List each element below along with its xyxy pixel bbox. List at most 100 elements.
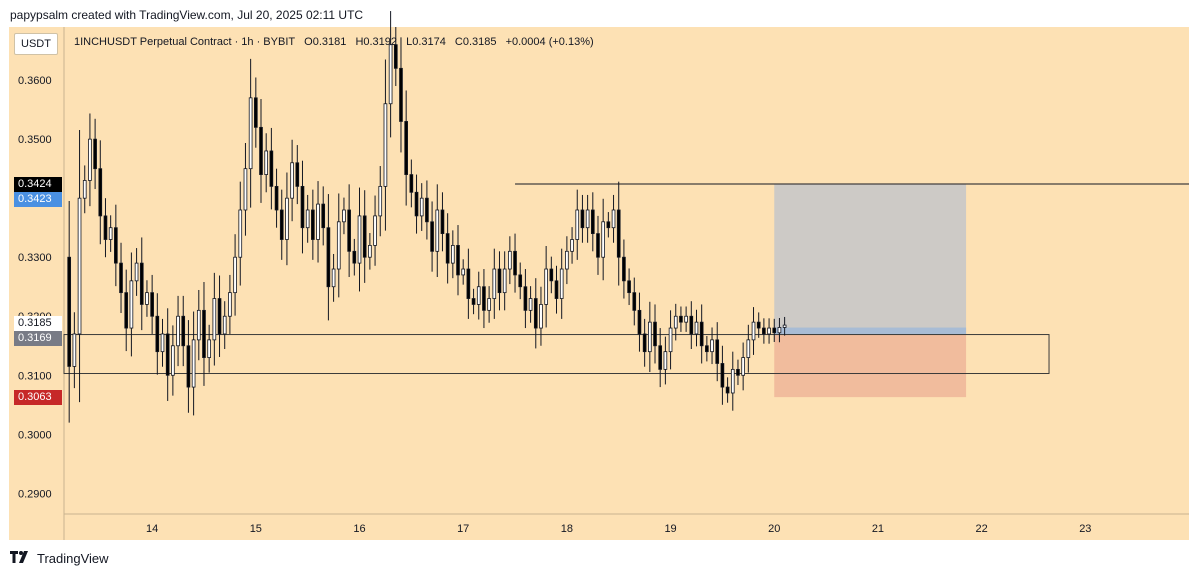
open-value: O0.3181 [304,36,347,48]
candle-down [326,227,331,288]
y-tick-label: 0.3500 [18,134,52,146]
y-tick-label: 0.3000 [18,429,52,441]
candle-up [559,268,564,299]
candle-up [492,268,497,299]
candle-up [668,327,673,353]
candle-down [756,321,761,329]
candle-up [207,339,211,358]
candle-up [357,215,362,264]
candle-down [580,209,585,229]
candle-up [248,97,253,170]
candle-down [440,209,445,235]
candle-down [139,262,144,305]
candle-up [129,280,134,329]
candle-up [710,339,714,353]
candle-up [290,162,294,199]
candle-down [119,262,123,294]
candle-up [373,215,377,246]
candle-down [482,286,486,311]
candle-up [585,209,590,229]
candle-down [606,221,611,229]
candle-down [274,185,279,211]
candle-down [150,292,154,317]
candle-down [253,97,258,128]
candle-down [259,126,263,175]
candle-up [663,351,668,370]
candle-down [627,280,631,294]
candle-down [699,321,704,347]
candle-down [352,250,357,264]
candle-down [155,315,160,353]
y-tick-label: 0.3300 [18,252,52,264]
candle-down [269,150,274,187]
candle-down [554,280,559,299]
x-tick-label: 22 [976,523,988,535]
candle-up [730,368,735,394]
chart-attribution: papypsalm created with TradingView.com, … [10,8,364,22]
candle-up [673,315,678,329]
candle-up [222,315,227,335]
candle-up [508,250,512,270]
low-value: L0.3174 [406,36,446,48]
candle-down [720,363,725,388]
candle-up [419,197,424,217]
price-tag: 0.3063 [14,390,62,406]
candle-up [450,245,455,264]
candle-up [601,221,605,258]
y-tick-label: 0.2900 [18,488,52,500]
candle-up [134,262,139,282]
tradingview-footer[interactable]: TradingView [10,550,109,566]
candle-up [88,138,92,181]
candle-down [632,292,637,311]
candle-up [191,339,196,388]
price-tag: 0.3185 [14,316,62,332]
candle-down [300,185,305,229]
candle-up [694,321,699,335]
candle-down [295,162,300,187]
symbol-title: 1INCHUSDT Perpetual Contract · 1h · BYBI… [74,36,296,48]
candle-up [233,256,237,294]
candle-up [539,304,543,329]
chart-area[interactable] [9,27,1189,540]
tradingview-logo-icon [10,550,32,566]
candle-down [186,345,191,388]
candle-up [383,103,388,187]
candle-down [616,209,621,258]
candle-up [82,180,87,199]
candle-down [642,333,647,353]
price-tag: 0.3423 [14,191,62,207]
candle-down [772,327,777,334]
profit-target-zone [774,184,967,335]
candle-down [217,298,222,335]
candle-up [648,321,652,353]
x-tick-label: 17 [457,523,469,535]
candle-down [622,256,626,282]
stop-loss-zone [774,334,967,398]
candle-down [430,221,434,252]
candle-up [243,168,248,211]
entry-band [774,327,967,335]
price-tag: 0.3424 [14,177,62,193]
candle-up [570,239,574,252]
candle-down [471,298,476,305]
candle-down [202,309,206,358]
currency-badge[interactable]: USDT [14,33,58,55]
candle-down [279,209,284,240]
candle-up [336,221,341,270]
candle-up [316,203,320,240]
close-value: C0.3185 [454,36,497,48]
candle-up [461,268,466,276]
candle-up [77,197,82,335]
candle-up [160,333,165,353]
candle-down [404,121,408,175]
candle-up [108,227,113,240]
candle-up [782,324,787,328]
candle-down [549,268,554,282]
x-tick-label: 23 [1079,523,1091,535]
demand-zone [63,334,1050,375]
candle-down [414,191,419,217]
candle-up [544,268,548,305]
candle-down [67,256,72,367]
candle-down [513,250,517,276]
